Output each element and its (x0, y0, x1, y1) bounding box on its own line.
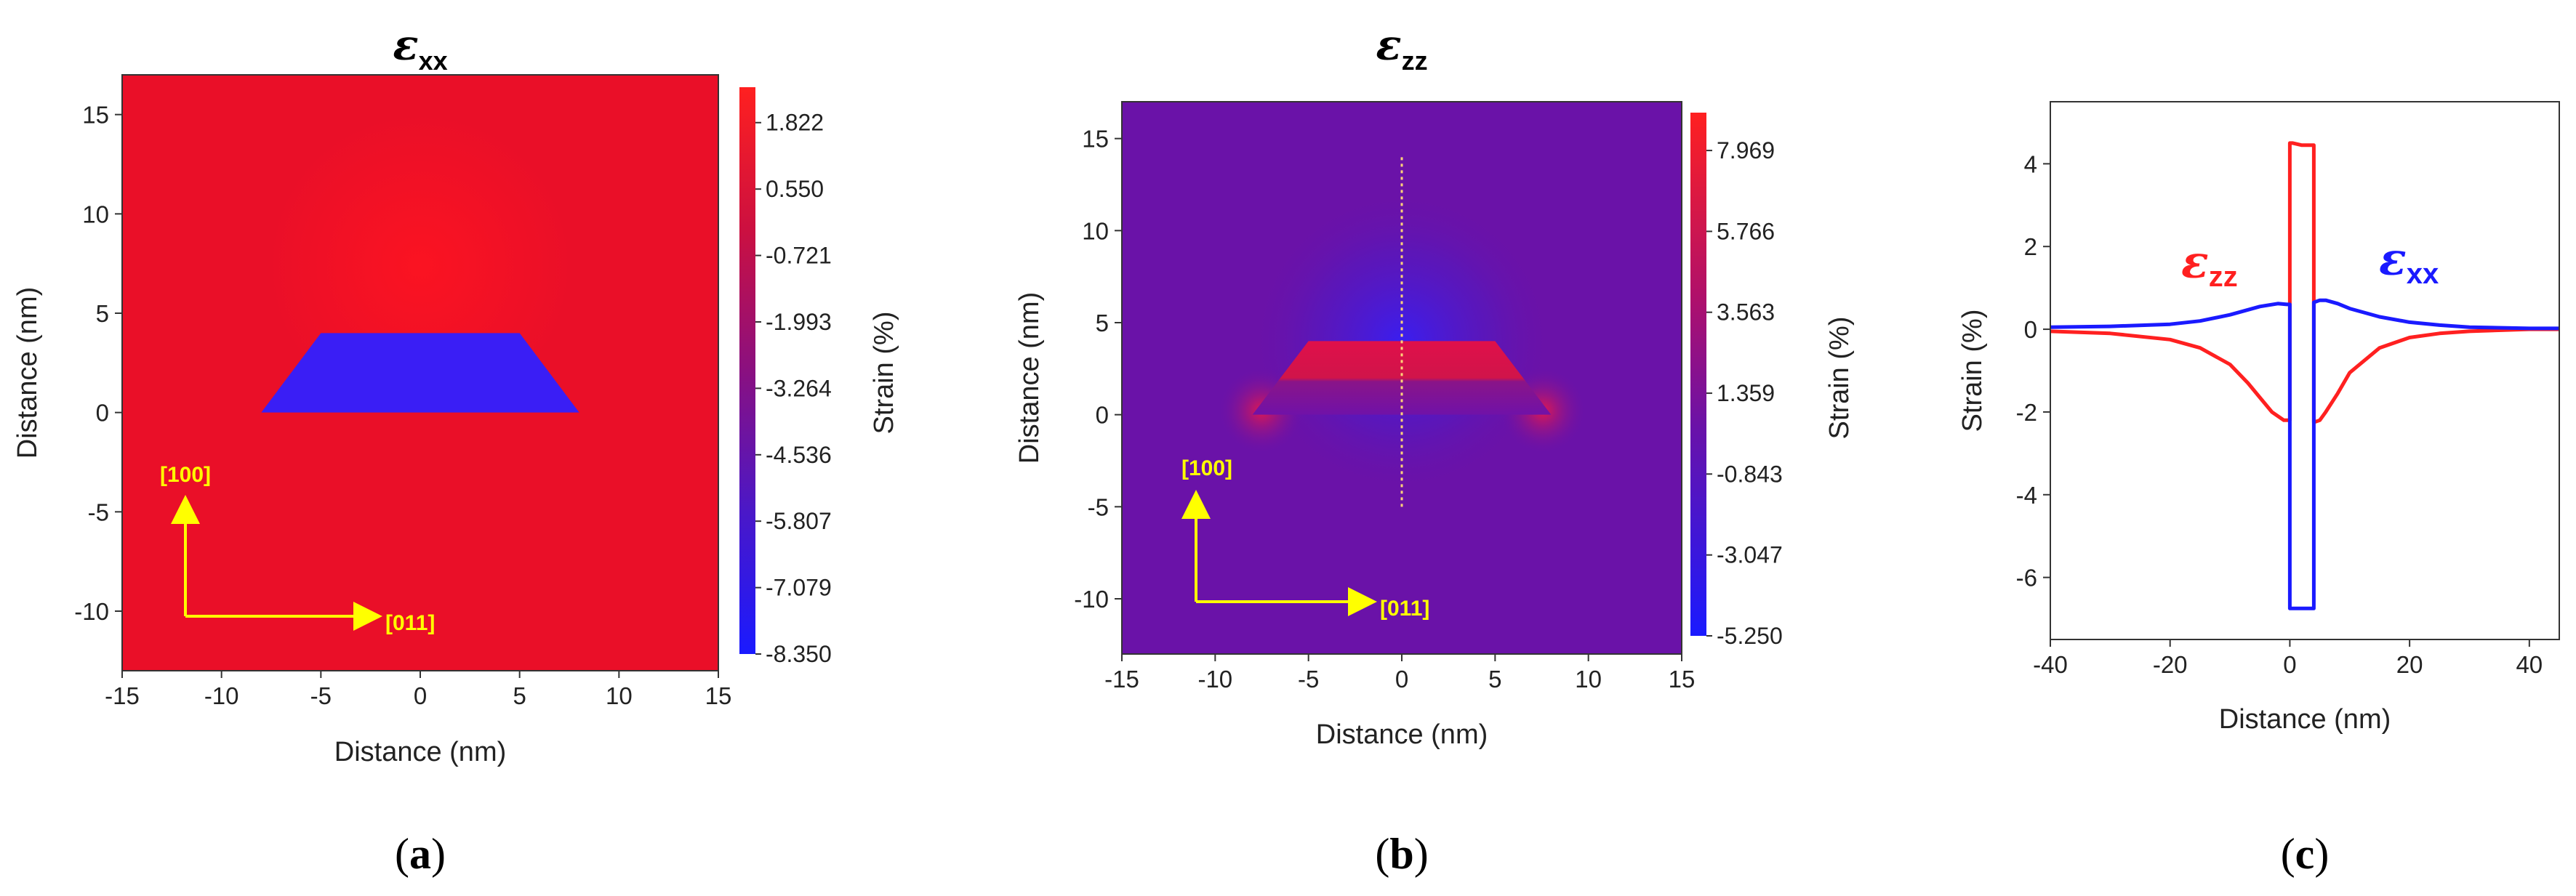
panel-c-x-tick-label: 20 (2396, 651, 2423, 678)
panel-c-x-tick-label: -20 (2153, 651, 2188, 678)
panel-b-y-axis-label: Distance (nm) (1014, 292, 1045, 464)
panel-b-colorbar-ticks: 7.969 5.766 3.563 1.359 -0.843 -3.047 -5.250 (1706, 137, 1783, 649)
panel-a-y-tick-label: -10 (74, 598, 109, 625)
panel-c-series (2050, 141, 2559, 610)
panel-a-y-tick-label: 15 (82, 102, 109, 129)
panel-a-x-tick-label: 10 (606, 682, 633, 709)
panel-c-y-ticks: -6 -4 -2 0 2 4 (2016, 150, 2050, 592)
panel-b-x-tick-label: -10 (1197, 666, 1232, 693)
panel-a-quantum-dot (261, 333, 579, 413)
panel-c-y-tick-label: 4 (2024, 150, 2037, 177)
panel-a-y-tick-label: -5 (88, 499, 109, 525)
panel-b-y-tick-label: 0 (1096, 402, 1109, 429)
panel-a-label: (a) (395, 830, 446, 878)
panel-a-x-tick-label: 15 (705, 682, 732, 709)
panel-b-x-axis-label: Distance (nm) (1316, 719, 1488, 750)
panel-b-x-tick-label: 15 (1669, 666, 1696, 693)
panel-b-label-011: [011] (1380, 597, 1429, 621)
panel-c-y-tick-label: -6 (2016, 565, 2037, 592)
panel-a-colorbar-label: Strain (%) (869, 312, 899, 435)
panel-c-y-axis-label: Strain (%) (1957, 310, 1988, 432)
panel-b-strain-map-ezz: εzz -15 -10 -5 0 5 10 15 -10 -5 0 5 10 15 Distance … (1014, 20, 1855, 878)
panel-b-y-tick-label: 15 (1082, 126, 1109, 153)
panel-b-colorbar-tick-label: -0.843 (1717, 461, 1783, 487)
panel-a-x-tick-label: -5 (310, 682, 332, 709)
panel-a-y-tick-label: 0 (96, 400, 109, 427)
panel-a-colorbar-tick-label: 0.550 (766, 176, 824, 202)
panel-b-label: (b) (1375, 830, 1428, 878)
panel-b-y-tick-label: -10 (1074, 586, 1109, 613)
panel-b-colorbar (1690, 113, 1706, 636)
panel-b-x-tick-label: 10 (1575, 666, 1602, 693)
panel-b-colorbar-tick-label: -3.047 (1717, 542, 1783, 568)
panel-a-x-axis-label: Distance (nm) (334, 737, 507, 767)
panel-c-plot-frame (2050, 101, 2560, 640)
panel-a-colorbar-tick-label: 1.822 (766, 110, 824, 136)
panel-b-x-tick-label: -5 (1298, 666, 1319, 693)
panel-c-y-tick-label: 0 (2024, 316, 2037, 343)
panel-c-series-xx-line (2050, 298, 2559, 610)
panel-a-title: εxx (393, 20, 447, 76)
panel-b-label-100: [100] (1181, 456, 1232, 480)
panel-a-colorbar-tick-label: -0.721 (766, 243, 832, 269)
panel-c-y-tick-label: 2 (2024, 233, 2037, 260)
panel-a-x-tick-label: -10 (204, 682, 239, 709)
panel-c-plot-area (2050, 102, 2559, 639)
panel-a-label-011: [011] (385, 611, 435, 635)
panel-b-y-tick-label: 10 (1082, 217, 1109, 244)
panel-b-quantum-dot (1252, 341, 1552, 415)
panel-a-y-tick-label: 5 (96, 300, 109, 327)
panel-b-x-ticks: -15 -10 -5 0 5 10 15 (1104, 654, 1695, 693)
panel-c-x-axis-label: Distance (nm) (2219, 704, 2391, 735)
panel-c-legend-exx: εxx (2379, 233, 2439, 290)
panel-c-x-tick-label: 0 (2283, 651, 2296, 678)
panel-a-x-tick-label: -15 (105, 682, 140, 709)
panel-c-y-tick-label: -2 (2016, 399, 2037, 426)
panel-a-colorbar-tick-label: -7.079 (766, 575, 832, 601)
panel-b-x-tick-label: -15 (1104, 666, 1139, 693)
panel-b-colorbar-tick-label: 7.969 (1717, 137, 1775, 164)
panel-c-x-ticks: -40 -20 0 20 40 (2033, 639, 2543, 678)
panel-a-colorbar (739, 87, 755, 654)
panel-a-colorbar-tick-label: -1.993 (766, 309, 832, 335)
panel-c-series-zz-line (2050, 141, 2559, 424)
panel-c-x-tick-label: -40 (2033, 651, 2068, 678)
panel-b-y-tick-label: 5 (1096, 310, 1109, 336)
panel-a-x-tick-label: 5 (513, 682, 526, 709)
panel-b-y-ticks: -10 -5 0 5 10 15 (1074, 126, 1122, 613)
panel-b-title: εzz (1376, 20, 1427, 76)
panel-b-colorbar-tick-label: 5.766 (1717, 218, 1775, 244)
panel-a-colorbar-ticks: 1.822 0.550 -0.721 -1.993 -3.264 -4.536 -5.807… (755, 110, 832, 667)
panel-c-x-tick-label: 40 (2516, 651, 2543, 678)
panel-b-x-tick-label: 5 (1488, 666, 1501, 693)
panel-a-strain-map-exx: εxx -15 -10 -5 0 5 10 15 -10 -5 0 5 10 15 Distance … (12, 20, 899, 878)
panel-a-colorbar-tick-label: -8.350 (766, 641, 832, 667)
panel-a-y-ticks: -10 -5 0 5 10 15 (74, 102, 122, 625)
panel-b-y-tick-label: -5 (1088, 493, 1109, 520)
panel-c-y-tick-label: -4 (2016, 482, 2037, 509)
panel-c-legend-ezz: εzz (2181, 235, 2238, 293)
panel-a-x-ticks: -15 -10 -5 0 5 10 15 (105, 671, 731, 709)
panel-a-y-tick-label: 10 (82, 201, 109, 227)
panel-a-colorbar-tick-label: -3.264 (766, 375, 832, 401)
panel-a-label-100: [100] (160, 463, 211, 487)
panel-b-colorbar-tick-label: 1.359 (1717, 380, 1775, 406)
panel-b-colorbar-tick-label: -5.250 (1717, 623, 1783, 649)
panel-a-x-tick-label: 0 (414, 682, 427, 709)
panel-a-y-axis-label: Distance (nm) (12, 287, 43, 459)
panel-c-label: (c) (2281, 830, 2330, 878)
panel-a-colorbar-tick-label: -4.536 (766, 442, 832, 468)
panel-b-colorbar-tick-label: 3.563 (1717, 299, 1775, 326)
panel-a-colorbar-tick-label: -5.807 (766, 508, 832, 534)
panel-b-x-tick-label: 0 (1395, 666, 1408, 693)
panel-b-colorbar-label: Strain (%) (1824, 317, 1855, 440)
